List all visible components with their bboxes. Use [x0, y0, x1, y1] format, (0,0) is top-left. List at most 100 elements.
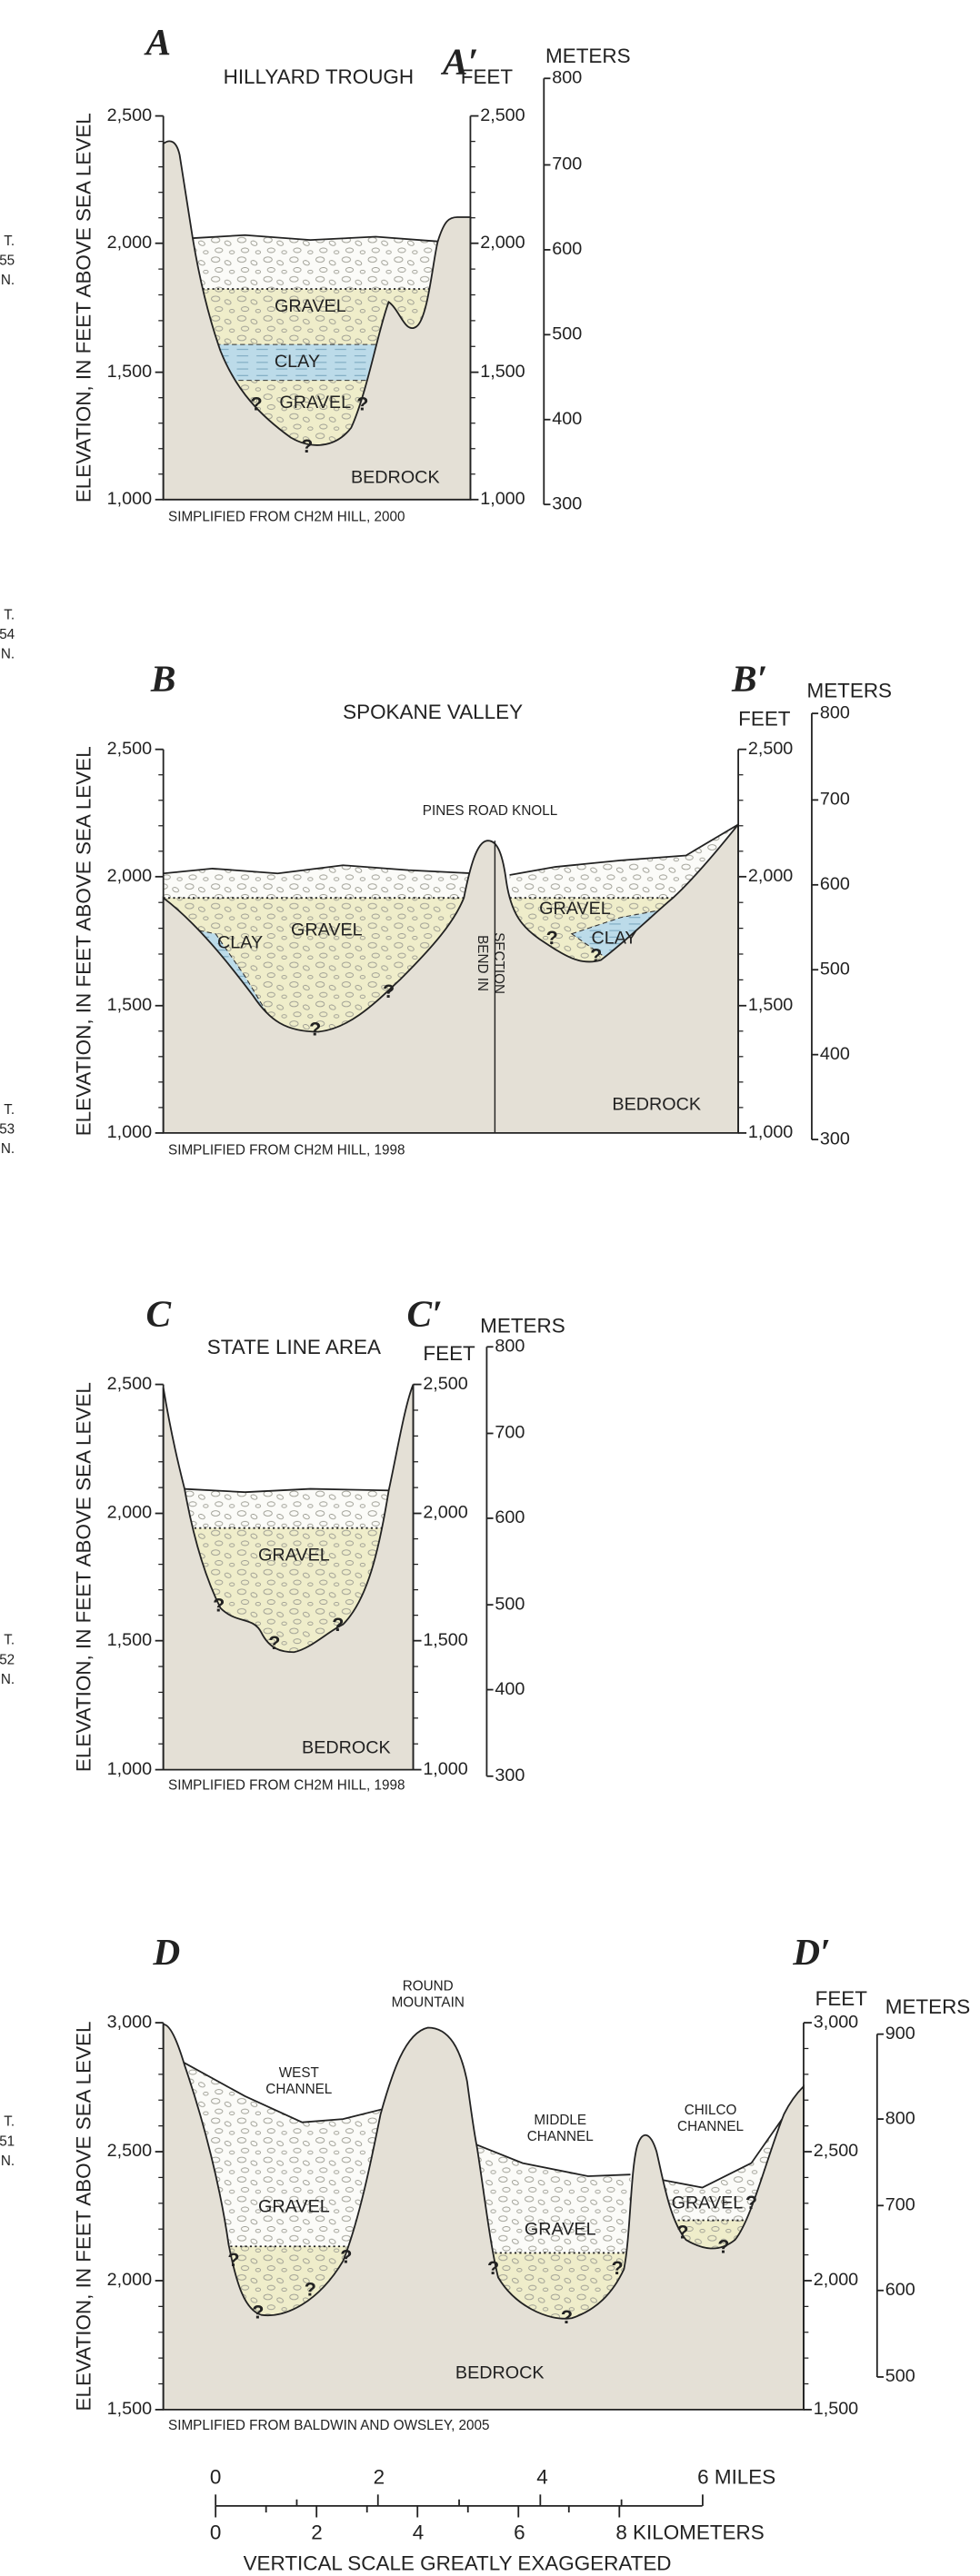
feet-tick-label: 1,000: [748, 1122, 793, 1142]
scale-label: 6 MILES: [697, 2465, 775, 2488]
land-surface: [659, 2092, 802, 2189]
township-label: T.: [4, 234, 15, 249]
query-mark: ?: [546, 926, 558, 949]
meter-tick-label: 700: [885, 2195, 915, 2215]
unit-label: BEDROCK: [455, 2363, 545, 2383]
scale-note: VERTICAL SCALE GREATLY EXAGGERATED: [244, 2552, 672, 2575]
feet-tick-label: 2,000: [748, 866, 793, 886]
section-title: HILLYARD TROUGH: [224, 65, 414, 88]
meter-tick-label: 800: [820, 702, 850, 722]
y-tick-label: 2,500: [107, 2141, 152, 2161]
township-label: T.: [4, 1102, 15, 1118]
y-tick-label: 1,500: [107, 1630, 152, 1650]
feet-tick-label: 2,500: [748, 739, 793, 759]
township-label: 53: [0, 1121, 15, 1137]
query-mark: ?: [213, 1594, 225, 1616]
township-label: 54: [0, 627, 15, 642]
feature-label: PINES ROAD KNOLL: [423, 803, 557, 819]
section-label: D: [152, 1931, 180, 1973]
feet-tick-label: 2,000: [423, 1503, 467, 1523]
feet-tick-label: 2,500: [814, 2141, 858, 2161]
y-tick-label: 2,500: [107, 739, 152, 759]
land-surface: [183, 1487, 393, 1494]
bedrock: [162, 1384, 415, 1771]
meters-label: METERS: [480, 1315, 565, 1338]
feet-tick-label: 2,500: [423, 1374, 467, 1394]
unit-label: BEDROCK: [302, 1737, 391, 1757]
township-label: T.: [4, 607, 15, 622]
query-mark: ?: [717, 2235, 729, 2258]
land-surface: [189, 234, 442, 243]
meter-tick-label: 700: [552, 154, 582, 174]
query-mark: ?: [356, 392, 368, 414]
meter-tick-label: 500: [495, 1594, 525, 1614]
feature-label: CHANNEL: [265, 2082, 332, 2097]
query-mark: ?: [561, 2305, 573, 2328]
query-mark: ?: [250, 392, 262, 414]
y-tick-label: 2,000: [107, 2270, 152, 2290]
y-tick-label: 1,500: [107, 2399, 152, 2419]
unit-label: CLAY: [217, 933, 263, 953]
y-tick-label: 1,500: [107, 362, 152, 382]
unit-label: CLAY: [591, 928, 636, 948]
feature-label: WEST: [279, 2065, 319, 2081]
y-tick-label: 1,000: [107, 1122, 152, 1142]
query-mark: ?: [301, 434, 313, 457]
y-tick-label: 2,000: [107, 1503, 152, 1523]
unit-label: GRAVEL: [539, 899, 611, 919]
feet-tick-label: 2,500: [480, 105, 525, 125]
meter-tick-label: 700: [820, 790, 850, 810]
query-mark: ?: [612, 2256, 624, 2279]
feet-tick-label: 1,500: [480, 362, 525, 382]
unit-label: CLAY: [275, 352, 320, 372]
meter-tick-label: 400: [552, 409, 582, 429]
meters-label: METERS: [885, 1995, 971, 2018]
y-axis-title: ELEVATION, IN FEET ABOVE SEA LEVEL: [72, 2022, 95, 2412]
feet-tick-label: 3,000: [814, 2012, 858, 2032]
feature-label: CHANNEL: [527, 2129, 594, 2144]
feet-label: FEET: [815, 1987, 868, 2010]
township-label: N.: [1, 2153, 15, 2169]
township-label: T.: [4, 2114, 15, 2130]
section-label: A: [143, 21, 171, 63]
meter-tick-label: 500: [885, 2366, 915, 2386]
meter-tick-label: 600: [820, 874, 850, 894]
query-mark: ?: [487, 2256, 499, 2279]
feet-tick-label: 1,500: [748, 995, 793, 1015]
query-mark: ?: [676, 2221, 688, 2243]
query-mark: ?: [268, 1631, 280, 1654]
y-tick-label: 2,000: [107, 233, 152, 253]
query-mark: ?: [340, 2244, 352, 2267]
y-axis-title: ELEVATION, IN FEET ABOVE SEA LEVEL: [72, 746, 95, 1136]
feet-tick-label: 2,000: [480, 233, 525, 253]
meter-tick-label: 800: [552, 67, 582, 87]
query-mark: ?: [305, 2277, 316, 2300]
y-tick-label: 1,000: [107, 489, 152, 509]
land-surface: [473, 2143, 631, 2177]
unit-label: GRAVEL: [672, 2193, 744, 2213]
meter-tick-label: 800: [495, 1336, 525, 1356]
bedrock: [162, 140, 472, 501]
y-tick-label: 2,500: [107, 105, 152, 125]
meter-tick-label: 500: [820, 959, 850, 979]
scale-label: 2: [311, 2521, 322, 2543]
scale-label: 4: [536, 2465, 547, 2488]
source-note: SIMPLIFIED FROM CH2M HILL, 2000: [168, 510, 405, 525]
section-label: B′: [731, 658, 767, 700]
meter-tick-label: 700: [495, 1423, 525, 1443]
meter-tick-label: 600: [552, 239, 582, 259]
meter-tick-label: 300: [495, 1765, 525, 1785]
query-mark: ?: [252, 2301, 264, 2323]
query-mark: ?: [227, 2248, 239, 2271]
source-note: SIMPLIFIED FROM CH2M HILL, 1998: [168, 1143, 405, 1159]
y-tick-label: 2,500: [107, 1374, 152, 1394]
feet-tick-label: 2,000: [814, 2270, 858, 2290]
township-label: N.: [1, 647, 15, 662]
meters-label: METERS: [807, 680, 893, 702]
meters-label: METERS: [545, 45, 631, 67]
section-title: SPOKANE VALLEY: [343, 701, 523, 723]
section-title: STATE LINE AREA: [207, 1336, 381, 1358]
source-note: SIMPLIFIED FROM CH2M HILL, 1998: [168, 1778, 405, 1794]
meter-tick-label: 900: [885, 2024, 915, 2044]
